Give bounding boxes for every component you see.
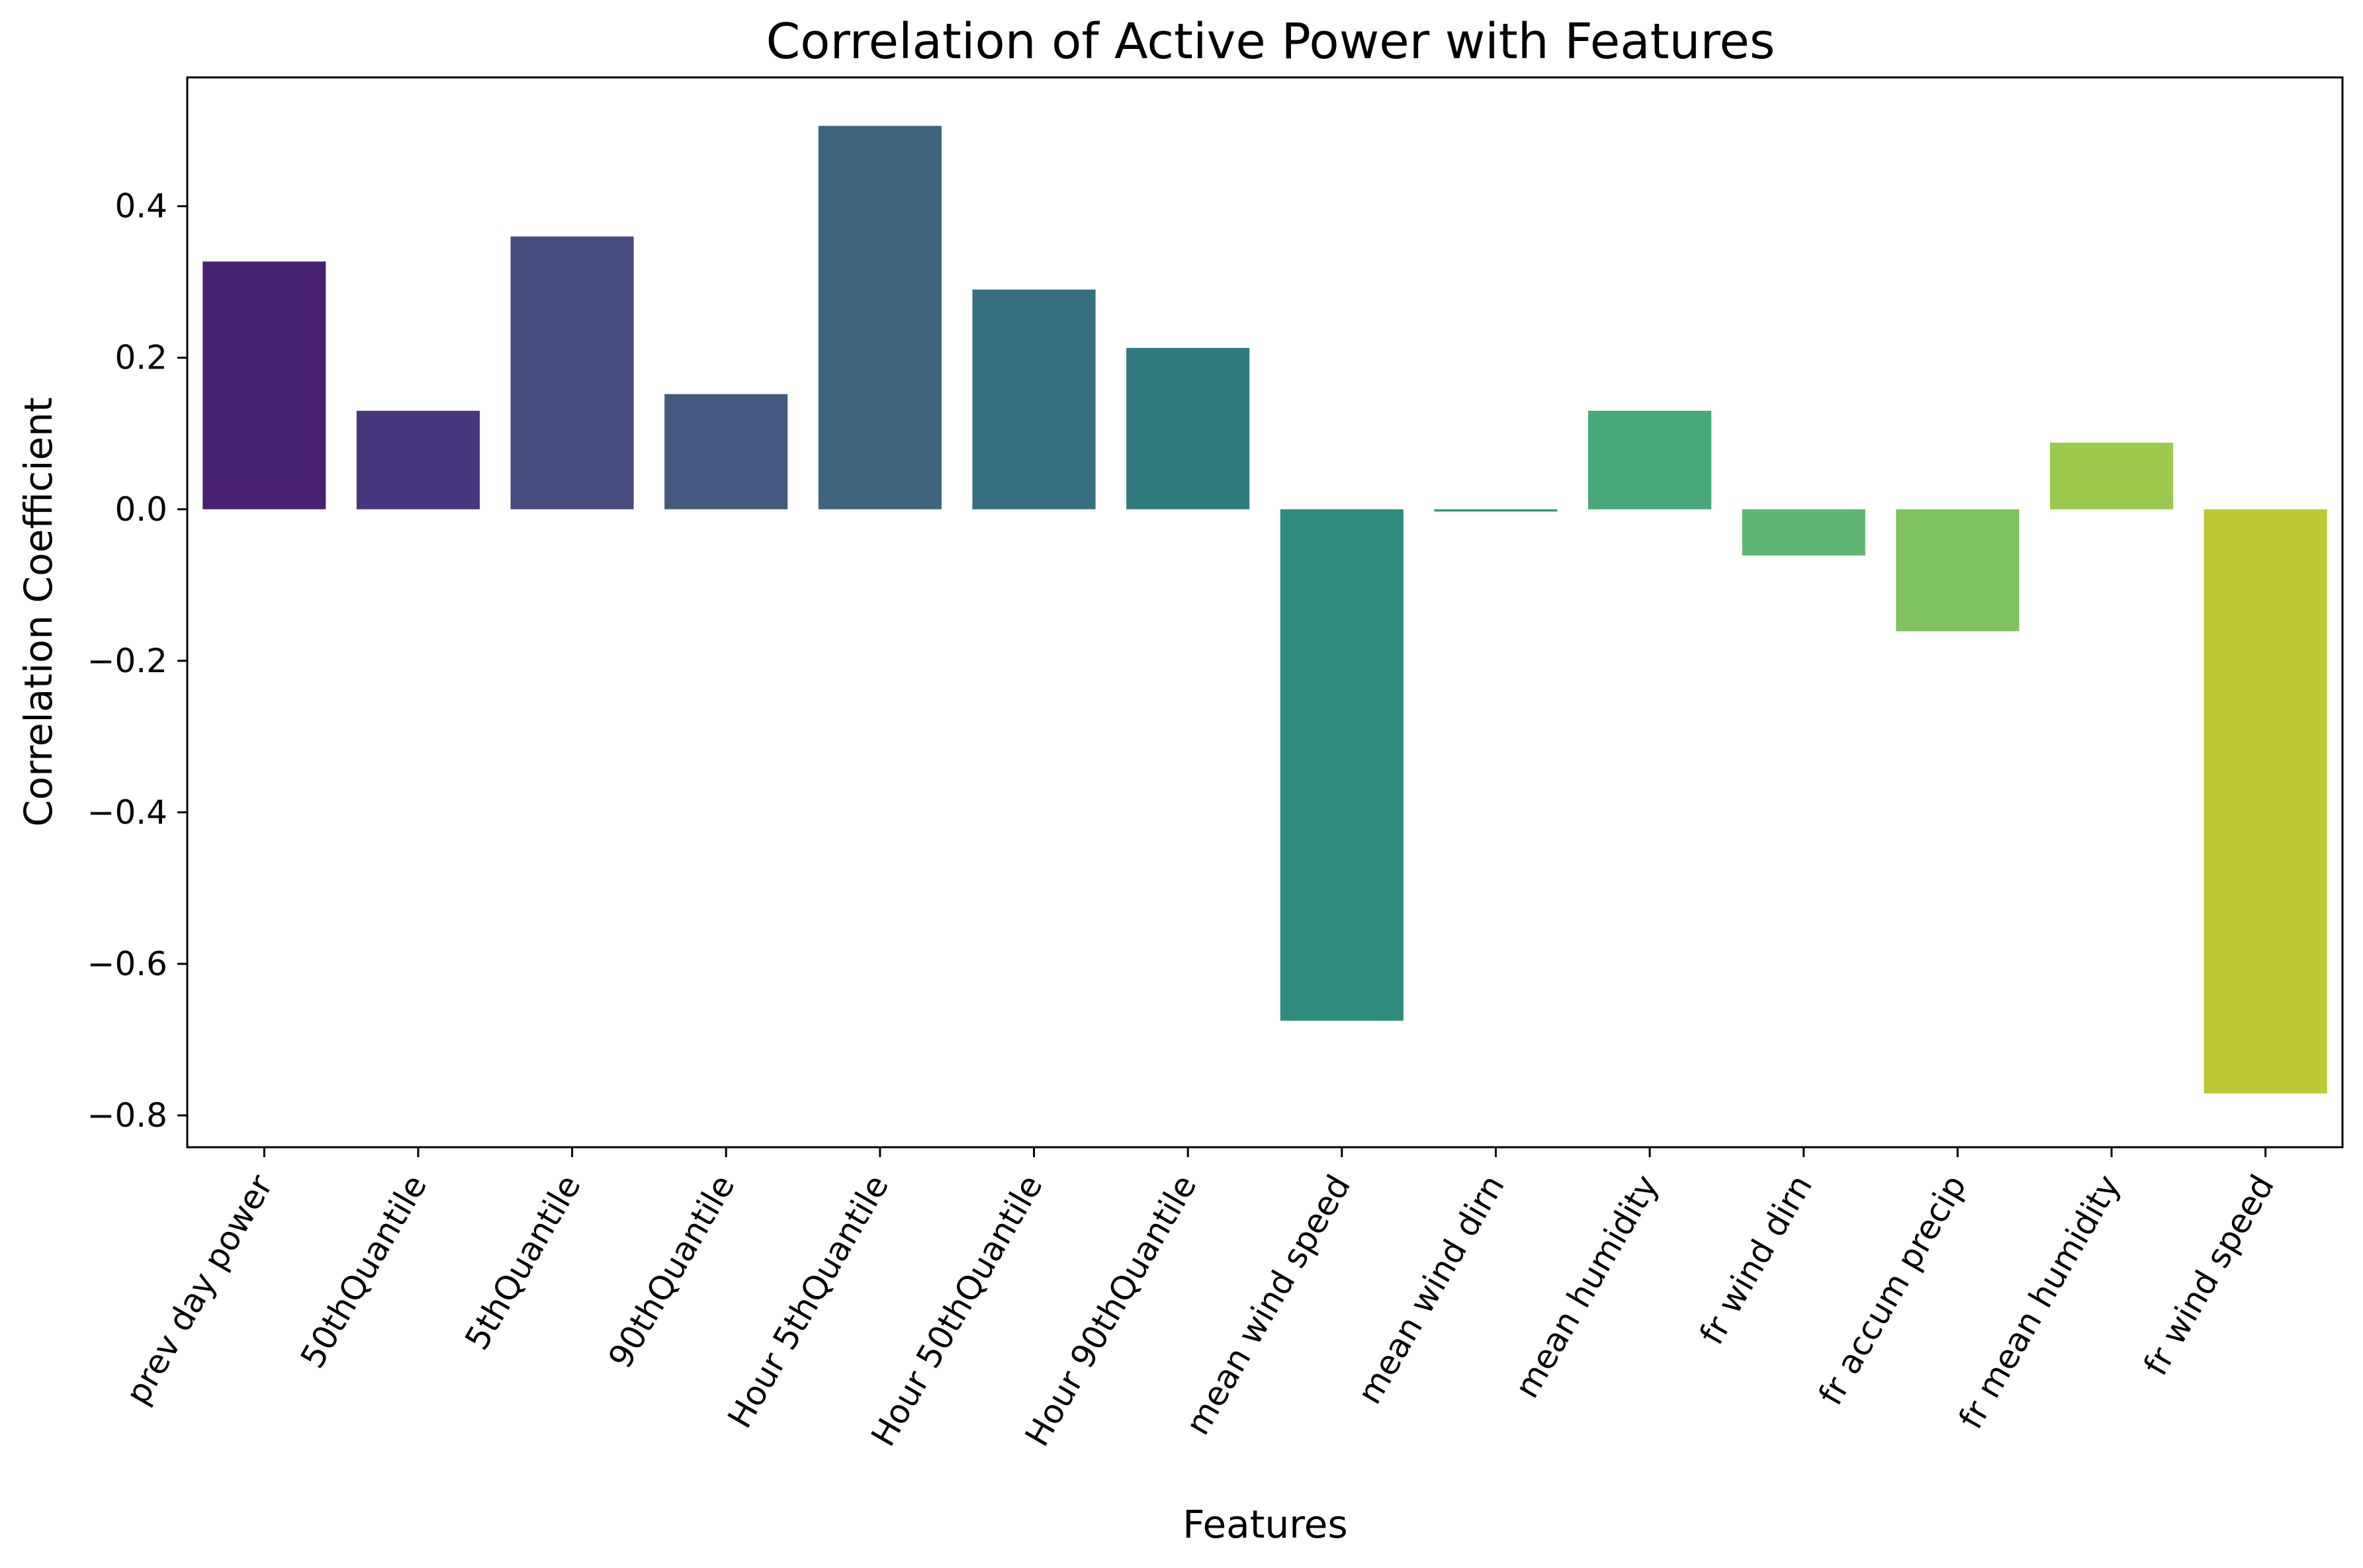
bar-4 (664, 394, 788, 509)
y-tick-label: −0.8 (87, 1096, 167, 1135)
bar-10 (1588, 410, 1712, 509)
y-axis-label: Correlation Coefficient (16, 397, 61, 826)
y-tick-label: −0.2 (87, 642, 167, 680)
bar-1 (202, 261, 326, 509)
bar-6 (972, 289, 1096, 509)
bar-2 (356, 410, 480, 509)
y-tick-label: 0.2 (114, 339, 167, 377)
bar-8 (1280, 509, 1404, 1021)
chart-title: Correlation of Active Power with Feature… (766, 13, 1775, 70)
bar-14 (2204, 509, 2327, 1094)
plot-frame (186, 76, 2344, 1149)
bars-layer (202, 126, 2327, 1094)
y-axis: 0.4 0.2 0.0 −0.2 −0.4 −0.6 −0.8 (87, 187, 187, 1135)
x-axis-label: Features (1182, 1502, 1347, 1547)
bar-5 (818, 126, 942, 509)
bar-9 (1434, 509, 1558, 512)
y-tick-label: −0.4 (87, 793, 167, 832)
bar-3 (510, 236, 634, 509)
bar-11 (1742, 509, 1865, 556)
bar-13 (2049, 442, 2174, 509)
y-tick-label: 0.0 (114, 490, 167, 529)
bar-7 (1126, 347, 1250, 509)
y-tick-label: 0.4 (114, 187, 167, 226)
y-tick-label: −0.6 (87, 945, 167, 983)
bar-12 (1896, 509, 2020, 632)
